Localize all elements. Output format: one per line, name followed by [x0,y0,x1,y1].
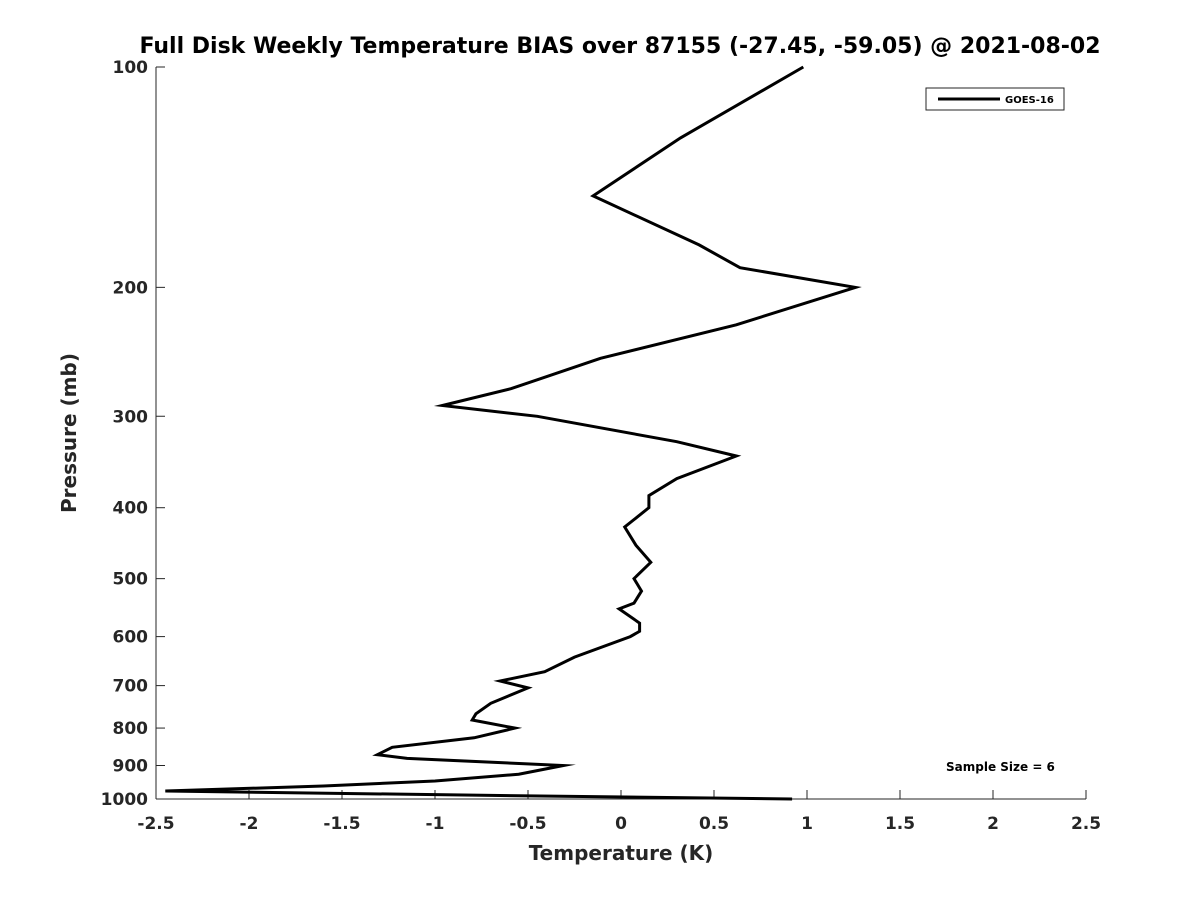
x-tick-label: 0 [615,814,627,834]
x-tick-label: 1.5 [885,814,915,834]
x-tick-label: -0.5 [509,814,546,834]
y-tick-label: 200 [113,278,149,298]
y-tick-label: 400 [113,499,149,519]
x-tick-label: -2.5 [137,814,174,834]
y-tick-label: 500 [113,570,149,590]
x-tick-label: -2 [240,814,259,834]
legend: GOES-16 [925,87,1065,111]
chart-title: Full Disk Weekly Temperature BIAS over 8… [139,34,1100,59]
y-tick-label: 700 [113,677,149,697]
x-tick-label: 2.5 [1071,814,1101,834]
y-axis-label: Pressure (mb) [57,353,81,513]
y-tick-label: 600 [113,628,149,648]
y-tick-label: 900 [113,757,149,777]
y-ticks: 100 200 300 400 500 600 700 800 900 1000 [101,58,165,810]
x-axis-label: Temperature (K) [529,841,714,865]
x-tick-label: -1 [426,814,445,834]
series-line-goes-16 [165,65,862,801]
x-tick-label: 1 [801,814,813,834]
series-group [165,65,862,801]
x-ticks: -2.5 -2 -1.5 -1 -0.5 0 0.5 1 1.5 2 2.5 [137,790,1101,834]
legend-label-goes-16: GOES-16 [1005,95,1054,106]
y-tick-label: 100 [113,58,149,78]
y-tick-label: 1000 [101,790,148,810]
x-tick-label: 0.5 [699,814,729,834]
y-tick-label: 800 [113,719,149,739]
x-tick-label: 2 [987,814,999,834]
x-tick-label: -1.5 [323,814,360,834]
sample-size-annotation: Sample Size = 6 [946,760,1055,774]
y-tick-label: 300 [113,407,149,427]
